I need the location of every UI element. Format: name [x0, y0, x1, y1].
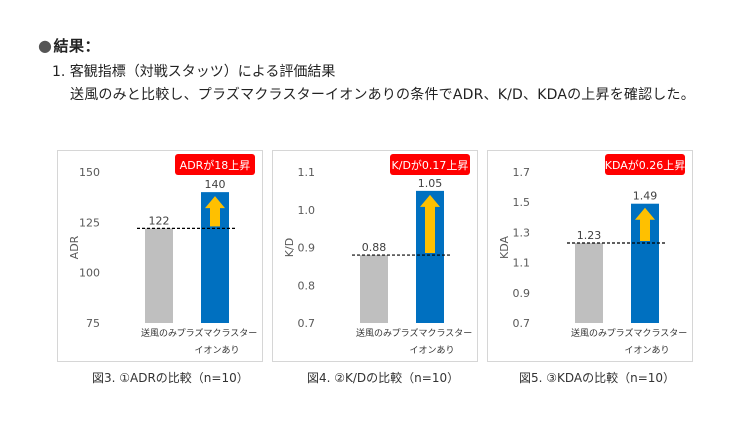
x-tick-label: プラズマクラスターイオンあり	[607, 327, 688, 356]
x-tick-label: 送風のみ	[571, 327, 607, 339]
data-label: 140	[205, 178, 226, 191]
y-tick-label: 125	[79, 216, 100, 229]
increase-badge-label: KDAが0.26上昇	[605, 158, 686, 172]
y-tick-label: 150	[79, 166, 100, 179]
y-tick-label: 1.3	[513, 226, 531, 239]
section-subheading: 1. 客観指標（対戦スタッツ）による評価結果	[52, 64, 336, 80]
data-label: 122	[149, 214, 170, 227]
kda-svg: 1.7 1.5 1.3 1.1 0.9 0.7 KDA 1.23 1.49 送風のみ プラズマクラス…	[498, 154, 688, 356]
body-paragraph: 送風のみと比較し、プラズマクラスターイオンありの条件でADR、K/D、KDAの上…	[70, 87, 695, 103]
y-tick-label: 1.7	[513, 166, 531, 179]
increase-badge-label: K/Dが0.17上昇	[392, 158, 469, 172]
y-tick-label: 0.9	[298, 242, 316, 255]
adr-chart-caption: 図3. ①ADRの比較（n=10）	[92, 371, 249, 385]
up-arrow-icon	[420, 194, 440, 254]
x-tick-label: 送風のみ	[141, 327, 177, 339]
y-axis-label: ADR	[68, 235, 81, 259]
y-tick-label: 1.1	[513, 257, 531, 270]
y-tick-label: 0.7	[513, 317, 531, 330]
bar-baseline	[145, 228, 173, 323]
y-tick-label: 1.1	[298, 166, 316, 179]
y-tick-label: 0.9	[513, 287, 531, 300]
y-tick-label: 1.0	[298, 204, 316, 217]
bullet-icon: ●	[38, 36, 53, 55]
bar-baseline	[575, 242, 603, 323]
y-tick-label: 0.8	[298, 279, 316, 292]
x-tick-label: プラズマクラスターイオンあり	[392, 327, 473, 356]
data-label: 1.05	[418, 177, 443, 190]
data-label: 1.49	[633, 190, 658, 203]
adr-svg: 150 125 100 75 ADR 122 140 送風のみ プラズマクラスターイオンあり AD…	[68, 154, 258, 356]
kd-chart: 1.1 1.0 0.9 0.8 0.7 K/D 0.88 1.05 送風のみ プラズマクラスターイ…	[272, 150, 478, 362]
results-heading-text: 結果：	[53, 37, 100, 55]
y-axis-label: K/D	[283, 238, 296, 257]
kda-chart-caption: 図5. ③KDAの比較（n=10）	[519, 371, 676, 385]
kd-svg: 1.1 1.0 0.9 0.8 0.7 K/D 0.88 1.05 送風のみ プラズマクラスターイ…	[283, 154, 473, 356]
increase-badge-label: ADRが18上昇	[180, 158, 251, 172]
x-tick-label: 送風のみ	[356, 327, 392, 339]
y-axis-label: KDA	[498, 236, 511, 259]
data-label: 1.23	[577, 229, 602, 242]
kda-chart: 1.7 1.5 1.3 1.1 0.9 0.7 KDA 1.23 1.49 送風のみ プラズマクラス…	[487, 150, 693, 362]
bar-baseline	[360, 255, 388, 323]
y-tick-label: 1.5	[513, 196, 531, 209]
kd-chart-caption: 図4. ②K/Dの比較（n=10）	[307, 371, 460, 385]
up-arrow-icon	[205, 196, 225, 227]
y-tick-label: 100	[79, 267, 100, 280]
increase-badge	[175, 154, 255, 175]
increase-badge	[605, 154, 685, 175]
x-tick-label: プラズマクラスターイオンあり	[177, 327, 258, 356]
results-heading: ●結果：	[38, 35, 100, 56]
up-arrow-icon	[635, 207, 655, 241]
data-label: 0.88	[362, 241, 387, 254]
adr-chart: 150 125 100 75 ADR 122 140 送風のみ プラズマクラスターイオンあり AD…	[57, 150, 263, 362]
y-tick-label: 0.7	[298, 317, 316, 330]
increase-badge	[390, 154, 470, 175]
y-tick-label: 75	[86, 317, 100, 330]
